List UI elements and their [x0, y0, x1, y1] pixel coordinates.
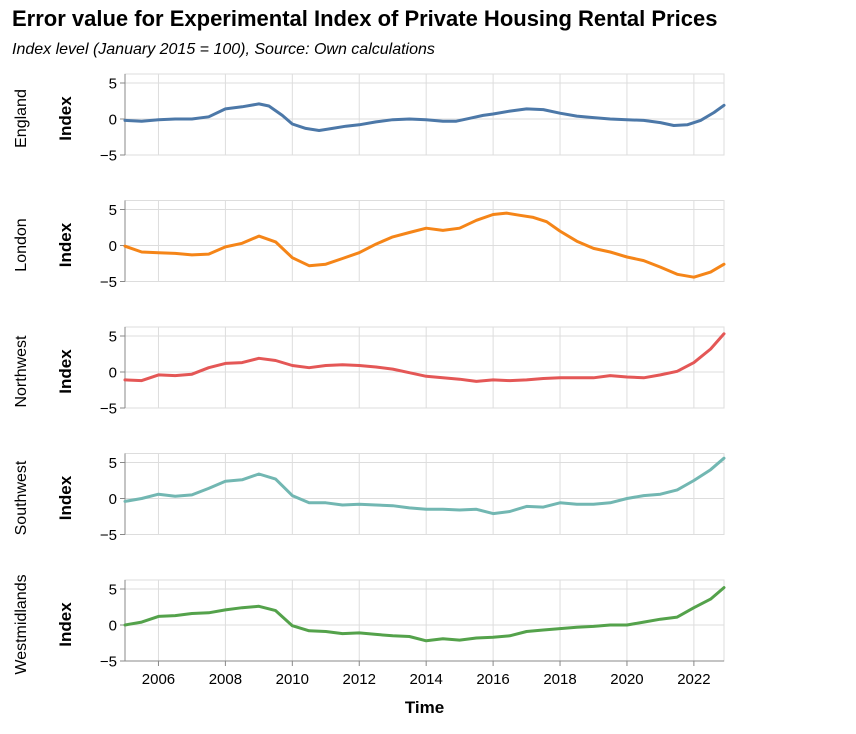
x-tick-label: 2018 — [543, 671, 576, 688]
x-tick-label: 2022 — [677, 671, 710, 688]
facet-row-label: Westmidlands — [13, 574, 30, 674]
facet-row-label: Southwest — [13, 460, 30, 535]
series-line-england — [123, 102, 726, 132]
x-tick-label: 2008 — [209, 671, 242, 688]
y-tick-label: 0 — [109, 618, 117, 635]
facet-row-label: Northwest — [13, 335, 30, 408]
series-line-southwest — [123, 456, 726, 516]
x-tick-label: 2020 — [610, 671, 643, 688]
x-axis-title: Time — [405, 698, 444, 717]
series-line-london — [123, 211, 726, 279]
y-tick-label: 5 — [109, 202, 117, 219]
facet-panel-westmidlands: −5 0 5 Index Westmidlands 2006 2008 2010 2012 201… — [13, 574, 726, 717]
y-tick-label: −5 — [100, 654, 117, 671]
chart-title: Error value for Experimental Index of Pr… — [12, 6, 718, 31]
facet-panel-england: −5 0 5 Index England — [13, 73, 726, 165]
series-line-northwest — [123, 332, 726, 383]
y-axis-title: Index — [56, 349, 75, 394]
y-tick-label: −5 — [100, 401, 117, 418]
y-tick-label: −5 — [100, 274, 117, 291]
panel-frame — [124, 200, 725, 282]
y-tick-label: 0 — [109, 491, 117, 508]
y-tick-label: 0 — [109, 112, 117, 129]
y-tick-label: 5 — [109, 329, 117, 346]
y-axis-title: Index — [56, 475, 75, 520]
facet-panel-london: −5 0 5 Index London — [13, 200, 726, 291]
facet-row-label: England — [13, 89, 30, 148]
facet-panel-northwest: −5 0 5 Index Northwest — [13, 326, 726, 418]
y-tick-label: −5 — [100, 527, 117, 544]
series-line-westmidlands — [123, 586, 726, 643]
facet-row-label: London — [13, 218, 30, 271]
y-axis-title: Index — [56, 96, 75, 141]
x-tick-label: 2012 — [343, 671, 376, 688]
panel-frame — [124, 453, 725, 535]
x-tick-label: 2014 — [409, 671, 442, 688]
y-tick-label: 5 — [109, 76, 117, 93]
y-axis-title: Index — [56, 222, 75, 267]
panel-frame — [124, 579, 725, 662]
y-axis-title: Index — [56, 602, 75, 647]
y-tick-label: 5 — [109, 582, 117, 599]
x-tick-label: 2016 — [476, 671, 509, 688]
facet-panel-southwest: −5 0 5 Index Southwest — [13, 453, 726, 544]
chart-subtitle: Index level (January 2015 = 100), Source… — [12, 41, 435, 58]
y-tick-label: 5 — [109, 455, 117, 472]
y-tick-label: −5 — [100, 148, 117, 165]
y-tick-label: 0 — [109, 238, 117, 255]
x-tick-label: 2006 — [142, 671, 175, 688]
y-tick-label: 0 — [109, 365, 117, 382]
x-tick-label: 2010 — [276, 671, 309, 688]
